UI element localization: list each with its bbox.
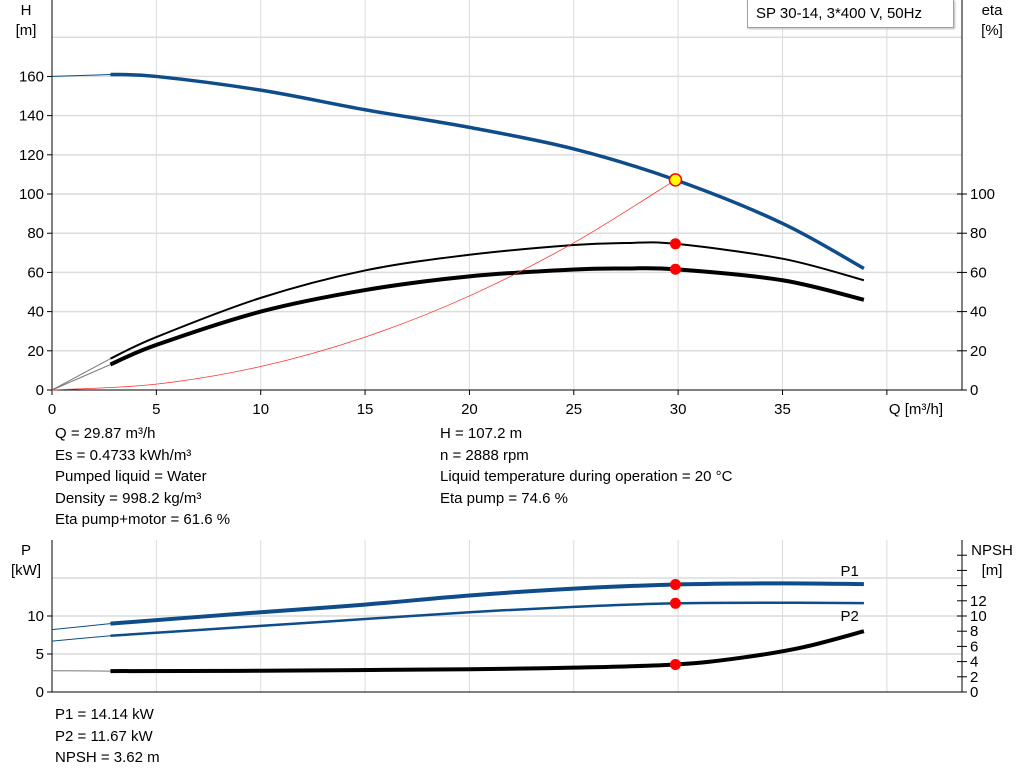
curve-P2 bbox=[110, 601, 864, 638]
bottom-right-axis-unit: [m] bbox=[982, 562, 1003, 579]
top-right-axis-unit: [%] bbox=[981, 22, 1003, 39]
bottom-right-tick-label: 0 bbox=[970, 684, 978, 701]
top-left-tick-label: 40 bbox=[27, 304, 44, 321]
info-specific-energy: Es = 0.4733 kWh/m³ bbox=[55, 446, 192, 464]
info-liquid: Pumped liquid = Water bbox=[55, 468, 207, 485]
bottom-right-tick-label: 6 bbox=[970, 638, 978, 655]
curve-NPSH bbox=[110, 629, 865, 674]
top-left-tick-label: 80 bbox=[27, 225, 44, 242]
info-left: Q = 29.87 m³/h Es = 0.4733 kWh/m³ Pumped… bbox=[55, 423, 230, 531]
x-axis-label: Q [m³/h] bbox=[889, 401, 943, 418]
top-left-axis-unit: [m] bbox=[16, 22, 37, 39]
bottom-left-tick-label: 5 bbox=[36, 646, 44, 663]
operating-point-P1 bbox=[669, 579, 681, 591]
x-tick-label: 35 bbox=[774, 401, 791, 418]
label-P2: P2 bbox=[841, 608, 859, 625]
bottom-right-tick-label: 12 bbox=[970, 593, 987, 610]
info-eta-pump: Eta pump = 74.6 % bbox=[440, 489, 568, 507]
curve-P1 bbox=[110, 581, 864, 626]
info-flow: Q = 29.87 m³/h bbox=[55, 425, 156, 442]
top-right-tick-label: 60 bbox=[970, 264, 987, 281]
bottom-left-axis-unit: [kW] bbox=[11, 562, 41, 579]
operating-point-eta-pump-motor bbox=[669, 263, 681, 275]
info-temperature: Liquid temperature during operation = 20… bbox=[440, 468, 733, 485]
top-left-tick-label: 60 bbox=[27, 264, 44, 281]
x-tick-label: 20 bbox=[461, 401, 478, 418]
top-right-tick-label: 80 bbox=[970, 225, 987, 242]
curve-H-extrapolated bbox=[51, 73, 111, 77]
x-tick-label: 0 bbox=[48, 401, 56, 418]
top-right-tick-label: 40 bbox=[970, 304, 987, 321]
top-right-axis-name: eta bbox=[982, 2, 1004, 19]
bottom-left-axis-name: P bbox=[21, 542, 31, 559]
top-left-tick-label: 0 bbox=[36, 382, 44, 399]
info-npsh: NPSH = 3.62 m bbox=[55, 749, 160, 766]
top-right-tick-label: 20 bbox=[970, 343, 987, 360]
operating-point-NPSH bbox=[669, 658, 681, 670]
label-P1: P1 bbox=[841, 563, 859, 580]
curve-system-curve bbox=[51, 179, 676, 391]
top-right-tick-label: 100 bbox=[970, 186, 995, 203]
bottom-right-tick-label: 4 bbox=[970, 654, 978, 671]
info-density: Density = 998.2 kg/m³ bbox=[55, 489, 202, 507]
curve-P1-extrapolated bbox=[51, 623, 111, 631]
info-right: H = 107.2 m n = 2888 rpm Liquid temperat… bbox=[440, 423, 732, 509]
curve-eta-pump bbox=[110, 241, 865, 360]
bottom-right-axis-name: NPSH bbox=[971, 542, 1013, 559]
operating-point-eta-pump bbox=[669, 238, 681, 250]
top-left-tick-label: 140 bbox=[19, 108, 44, 125]
x-tick-label: 10 bbox=[252, 401, 269, 418]
top-left-tick-label: 20 bbox=[27, 343, 44, 360]
pump-title: SP 30-14, 3*400 V, 50Hz bbox=[756, 5, 922, 22]
x-tick-label: 5 bbox=[152, 401, 160, 418]
x-tick-label: 25 bbox=[565, 401, 582, 418]
top-left-tick-label: 100 bbox=[19, 186, 44, 203]
bottom-right-tick-label: 8 bbox=[970, 623, 978, 640]
curve-P2-extrapolated bbox=[51, 635, 111, 642]
info-p1: P1 = 14.14 kW bbox=[55, 706, 154, 723]
x-tick-label: 15 bbox=[357, 401, 374, 418]
top-left-axis-name: H bbox=[21, 2, 32, 19]
top-left-tick-label: 120 bbox=[19, 147, 44, 164]
info-eta-total: Eta pump+motor = 61.6 % bbox=[55, 511, 231, 528]
info-speed: n = 2888 rpm bbox=[440, 446, 529, 464]
bottom-right-tick-label: 2 bbox=[970, 669, 978, 686]
curve-H bbox=[110, 72, 865, 271]
top-right-tick-label: 0 bbox=[970, 382, 978, 399]
operating-point-H bbox=[668, 173, 683, 187]
top-left-tick-label: 160 bbox=[19, 68, 44, 85]
info-p2: P2 = 11.67 kW bbox=[55, 727, 153, 745]
x-tick-label: 30 bbox=[670, 401, 687, 418]
pump-title-box: SP 30-14, 3*400 V, 50Hz bbox=[747, 0, 954, 28]
bottom-left-tick-label: 0 bbox=[36, 684, 44, 701]
bottom-left-tick-label: 10 bbox=[27, 608, 44, 625]
bottom-right-tick-label: 10 bbox=[970, 608, 987, 625]
operating-point-P2 bbox=[669, 597, 681, 609]
info-bottom: P1 = 14.14 kW P2 = 11.67 kW NPSH = 3.62 … bbox=[55, 704, 160, 769]
info-head: H = 107.2 m bbox=[440, 425, 523, 442]
curve-eta-pump-motor bbox=[109, 266, 865, 367]
curve-eta-pump-extrapolated bbox=[51, 358, 111, 391]
curve-eta-pump-motor-extrapolated bbox=[51, 364, 111, 391]
